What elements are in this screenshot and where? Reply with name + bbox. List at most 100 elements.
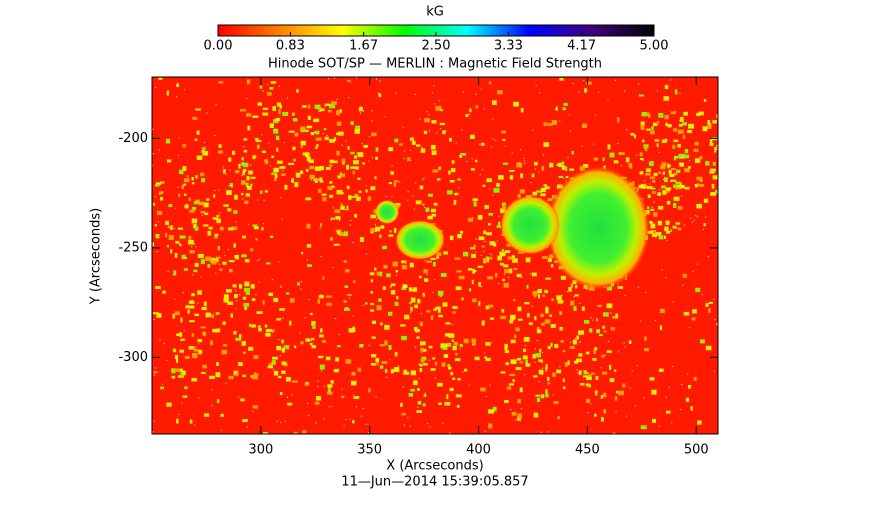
speckle bbox=[598, 91, 600, 93]
speckle bbox=[323, 385, 325, 387]
speckle bbox=[538, 369, 544, 375]
speckle bbox=[393, 228, 397, 233]
speckle bbox=[279, 104, 282, 109]
speckle bbox=[197, 253, 204, 259]
speckle bbox=[667, 124, 672, 128]
speckle bbox=[545, 393, 549, 398]
speckle bbox=[471, 168, 475, 171]
x-tick-label: 300 bbox=[248, 443, 273, 458]
speckle bbox=[422, 179, 424, 181]
speckle bbox=[410, 312, 412, 314]
speckle bbox=[488, 423, 493, 429]
speckle bbox=[557, 300, 564, 304]
speckle bbox=[433, 308, 438, 311]
speckle bbox=[248, 323, 252, 328]
speckle bbox=[640, 121, 645, 126]
speckle bbox=[203, 202, 209, 208]
speckle bbox=[419, 118, 421, 120]
speckle bbox=[229, 268, 233, 273]
speckle bbox=[623, 342, 625, 344]
speckle bbox=[643, 128, 645, 130]
speckle bbox=[279, 391, 283, 396]
speckle bbox=[478, 301, 481, 306]
speckle bbox=[523, 348, 526, 353]
speckle bbox=[340, 173, 346, 178]
speckle bbox=[379, 271, 383, 277]
speckle bbox=[378, 93, 382, 98]
speckle bbox=[583, 79, 585, 81]
speckle bbox=[612, 432, 616, 434]
speckle bbox=[541, 322, 545, 326]
speckle bbox=[578, 353, 583, 357]
speckle bbox=[470, 247, 476, 250]
speckle bbox=[304, 317, 306, 319]
speckle bbox=[670, 125, 672, 127]
speckle bbox=[408, 301, 412, 305]
speckle bbox=[410, 149, 412, 151]
speckle bbox=[664, 114, 669, 120]
speckle bbox=[639, 152, 643, 157]
speckle bbox=[696, 112, 701, 117]
speckle bbox=[547, 345, 551, 350]
speckle bbox=[379, 344, 385, 347]
speckle bbox=[679, 92, 681, 94]
speckle bbox=[578, 341, 580, 343]
speckle bbox=[184, 386, 188, 390]
speckle bbox=[350, 219, 352, 221]
speckle bbox=[674, 111, 676, 113]
speckle bbox=[399, 181, 401, 183]
speckle bbox=[276, 147, 279, 152]
speckle bbox=[340, 203, 343, 207]
speckle bbox=[248, 170, 253, 175]
speckle bbox=[426, 111, 428, 113]
speckle bbox=[329, 194, 333, 198]
speckle bbox=[176, 333, 180, 336]
speckle bbox=[556, 369, 562, 374]
speckle bbox=[661, 185, 666, 189]
speckle bbox=[426, 310, 431, 313]
speckle bbox=[536, 397, 541, 403]
speckle bbox=[194, 313, 200, 317]
speckle bbox=[258, 327, 262, 332]
speckle bbox=[375, 78, 377, 80]
speckle bbox=[246, 426, 248, 428]
speckle bbox=[228, 157, 232, 162]
speckle bbox=[421, 356, 427, 361]
speckle bbox=[371, 363, 376, 366]
speckle bbox=[314, 166, 321, 171]
speckle bbox=[291, 178, 294, 184]
speckle bbox=[563, 177, 565, 179]
speckle bbox=[423, 278, 429, 282]
speckle bbox=[652, 179, 656, 183]
speckle bbox=[531, 272, 537, 277]
speckle bbox=[463, 338, 469, 344]
speckle bbox=[444, 401, 451, 406]
speckle bbox=[205, 256, 212, 262]
speckle bbox=[447, 366, 452, 370]
speckle bbox=[547, 258, 553, 262]
speckle bbox=[443, 354, 449, 358]
speckle bbox=[504, 250, 511, 254]
speckle bbox=[439, 128, 441, 130]
speckle bbox=[703, 99, 707, 102]
speckle bbox=[449, 387, 454, 392]
speckle bbox=[194, 262, 199, 267]
speckle bbox=[519, 189, 525, 194]
speckle bbox=[694, 158, 701, 163]
speckle bbox=[322, 276, 325, 280]
speckle bbox=[330, 219, 332, 221]
speckle bbox=[180, 372, 184, 377]
speckle bbox=[716, 323, 718, 326]
speckle bbox=[509, 169, 515, 172]
speckle bbox=[607, 340, 609, 342]
speckle bbox=[526, 285, 529, 289]
speckle bbox=[279, 355, 281, 357]
speckle bbox=[463, 91, 465, 93]
speckle bbox=[702, 228, 704, 230]
speckle bbox=[328, 387, 331, 392]
speckle bbox=[278, 85, 280, 87]
speckle bbox=[668, 386, 670, 388]
chart-title: Hinode SOT/SP — MERLIN : Magnetic Field … bbox=[268, 57, 602, 72]
speckle bbox=[407, 199, 409, 201]
speckle bbox=[358, 190, 362, 193]
